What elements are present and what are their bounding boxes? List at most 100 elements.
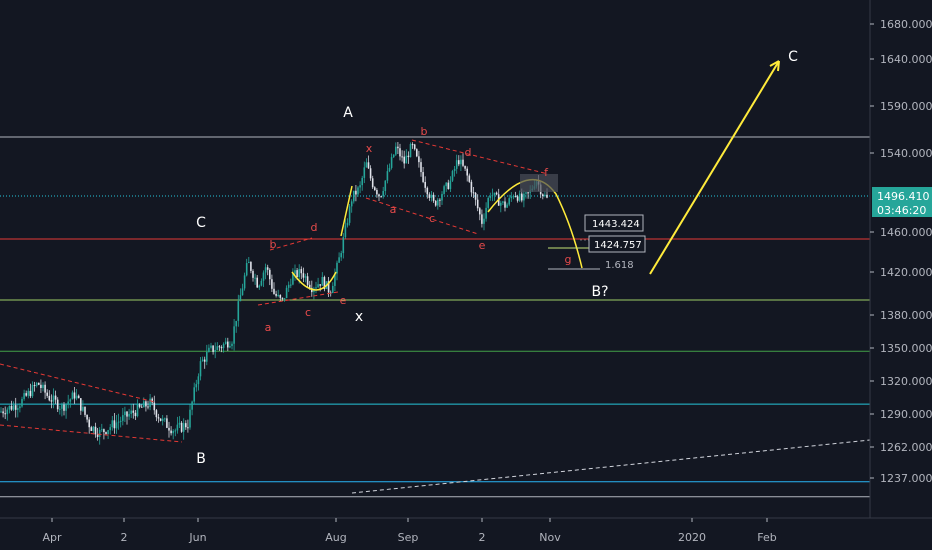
candle [390,153,393,170]
candle [109,424,111,435]
candle [405,149,408,164]
fib-label-2: 1424.757 [594,240,642,251]
candle [363,161,366,184]
wave-label: C [196,215,206,231]
candle [273,282,275,295]
time-axis[interactable]: Apr 2 Jun Aug Sep 2 Nov 2020 Feb [42,518,777,544]
candle [542,193,544,200]
candle [92,426,95,435]
candle [248,256,250,264]
time-tick-label: 2020 [678,531,706,544]
candle [243,272,246,291]
candle [292,268,294,286]
candle [518,190,521,202]
candle [392,154,395,159]
candle [193,382,195,405]
sub-wave-label: x [366,142,373,155]
impulse-line [340,185,353,237]
candle [180,421,183,433]
candles [0,141,548,445]
price-tick-label: 1350.000 [880,342,932,355]
candle [227,337,229,352]
candle [8,405,11,414]
candle [514,191,517,198]
candle [75,389,78,401]
candle [283,297,286,302]
candle [512,194,515,200]
candle [235,320,237,333]
sub-wave-label: c [305,306,311,319]
candle [153,395,156,415]
price-axis[interactable]: 1680.000 1640.000 1590.000 1540.000 1460.000… [870,18,932,485]
candle [476,194,479,212]
candle [159,418,162,422]
candle [63,401,65,416]
candle [290,278,292,289]
candle [122,408,124,426]
candle [443,184,445,195]
candle [523,190,525,208]
candle [357,186,359,197]
candle [462,153,464,168]
sub-wave-label: b [270,238,277,251]
candle [224,337,227,345]
candle [107,429,109,439]
candle [399,143,401,161]
candle [44,381,46,400]
candle [338,252,340,263]
candle [56,397,59,413]
candle [126,411,128,425]
candle [424,176,426,193]
candle [14,397,17,418]
candle [413,143,416,151]
candle [73,387,76,404]
candle [508,194,510,207]
candle [4,406,6,420]
candle [460,155,462,171]
candle [161,414,164,426]
time-tick-label: 2 [479,531,486,544]
candle [516,194,519,203]
candle [203,356,206,369]
candle [266,264,269,276]
candle [277,289,279,298]
candle [481,209,483,228]
candle [147,400,149,410]
candle [252,269,254,282]
candle [94,422,97,438]
channel-lower [0,424,183,443]
wave-label: B [196,451,206,467]
price-tick-label: 1420.000 [880,266,932,279]
price-tick-label: 1590.000 [880,100,932,113]
candle [174,428,177,437]
candle [434,200,437,207]
candle [451,169,454,182]
price-tick-label: 1290.000 [880,408,932,421]
time-tick-label: Aug [325,531,346,544]
candle [380,195,382,198]
candle [80,397,82,415]
candle [346,218,349,228]
sub-wave-label: e [340,294,347,307]
price-tick-label: 1540.000 [880,147,932,160]
candle [468,173,471,183]
candle [65,403,67,419]
candle [264,263,267,280]
candle [46,389,48,398]
wave-label: A [343,105,353,121]
candle [149,394,151,411]
candle [10,400,13,411]
candle [19,403,21,413]
candle [472,186,475,198]
candle [119,416,122,428]
candle [382,186,384,199]
candle [166,415,168,429]
sub-wave-label: f [544,166,549,179]
candle [302,267,305,282]
candle [485,202,487,222]
candle [136,399,139,418]
candle [470,179,473,197]
candle [527,191,529,199]
